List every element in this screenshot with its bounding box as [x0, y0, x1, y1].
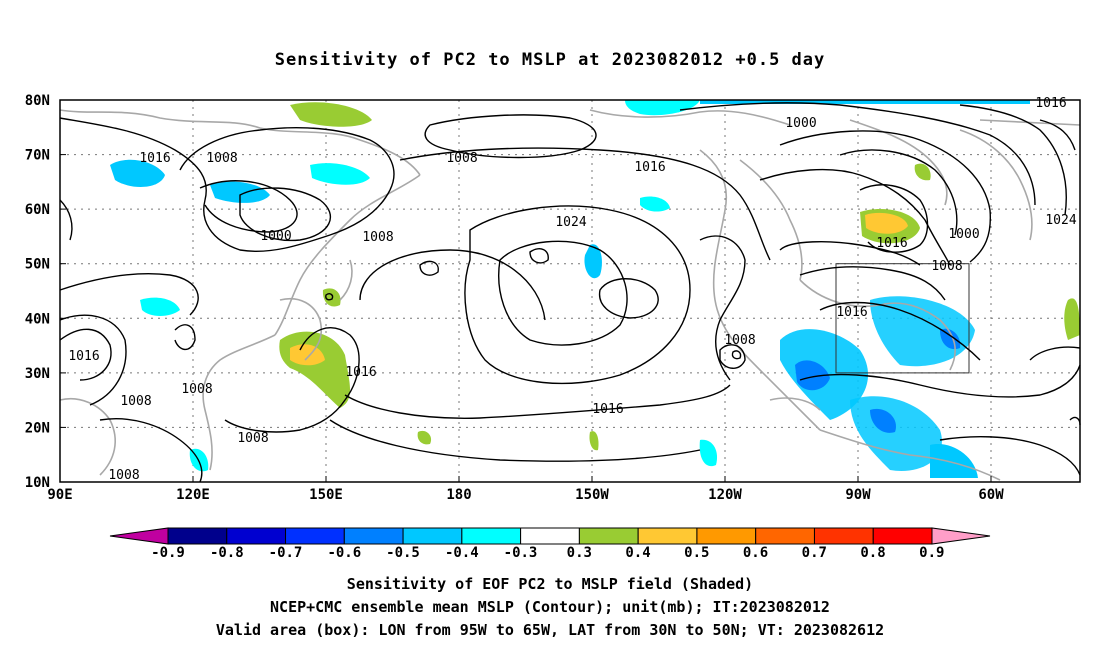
lat-tick-label: 10N	[25, 475, 50, 491]
lat-tick-label: 50N	[25, 257, 50, 273]
contour-label: 1000	[948, 227, 979, 242]
lat-tick-label: 30N	[25, 366, 50, 382]
contour-label: 1008	[446, 151, 477, 166]
colorbar-label: -0.5	[386, 545, 420, 561]
colorbar-cell	[343, 527, 404, 545]
contour-label: 1008	[108, 468, 139, 483]
contour-label: 1008	[724, 333, 755, 348]
colorbar-label: 0.7	[802, 545, 827, 561]
valid-area-box	[835, 263, 970, 374]
contour-label: 1000	[785, 116, 816, 131]
contour-label: 1008	[206, 151, 237, 166]
lon-tick-label: 150E	[309, 487, 343, 503]
lon-axis-labels: 90E 120E 150E 180 150W 120W 90W 60W	[47, 487, 1004, 503]
lat-tick-label: 20N	[25, 420, 50, 436]
colorbar-cell	[520, 527, 580, 545]
footer-line-2: NCEP+CMC ensemble mean MSLP (Contour); u…	[270, 598, 830, 616]
colorbar-labels: -0.9 -0.8 -0.7 -0.6 -0.5 -0.4 -0.3 0.3 0…	[151, 545, 944, 561]
contour-label: 1024	[555, 215, 586, 230]
contour-label: 1008	[237, 431, 268, 446]
lon-tick-label: 90E	[47, 487, 72, 503]
colorbar-cell	[402, 527, 463, 545]
footer-line-3: Valid area (box): LON from 95W to 65W, L…	[215, 621, 885, 639]
contour-label: 1016	[345, 365, 376, 380]
footer-line-1: Sensitivity of EOF PC2 to MSLP field (Sh…	[346, 575, 754, 593]
lat-tick-label: 80N	[25, 93, 50, 109]
colorbar-cells	[167, 527, 933, 545]
sensitivity-shading	[110, 100, 1080, 478]
contour-label: 1016	[876, 236, 907, 251]
colorbar-cell	[755, 527, 815, 545]
lon-tick-label: 120E	[176, 487, 210, 503]
mslp-contours	[59, 102, 1081, 483]
contour-labels: 1016 1008 1008 1016 1000 1008 1024 1000 …	[68, 96, 1076, 483]
lat-tick-label: 40N	[25, 311, 50, 327]
colorbar-cell	[285, 527, 345, 545]
colorbar-label: -0.6	[327, 545, 361, 561]
colorbar-label: -0.8	[210, 545, 244, 561]
colorbar-label: -0.7	[269, 545, 303, 561]
lat-axis-labels: 80N 70N 60N 50N 40N 30N 20N 10N	[25, 93, 50, 491]
colorbar-label: 0.6	[743, 545, 768, 561]
lon-tick-label: 150W	[575, 487, 609, 503]
colorbar-cell	[226, 527, 287, 545]
colorbar-cell	[872, 527, 933, 545]
contour-label: 1016	[836, 305, 867, 320]
colorbar-label: -0.3	[504, 545, 538, 561]
map-panel: 1016 1008 1008 1016 1000 1008 1024 1000 …	[59, 96, 1081, 483]
colorbar: -0.9 -0.8 -0.7 -0.6 -0.5 -0.4 -0.3 0.3 0…	[109, 527, 991, 561]
colorbar-label: 0.8	[860, 545, 885, 561]
lat-tick-label: 60N	[25, 202, 50, 218]
colorbar-cell	[461, 527, 522, 545]
contour-label: 1008	[362, 230, 393, 245]
colorbar-cell	[167, 527, 228, 545]
colorbar-label: 0.9	[919, 545, 944, 561]
lon-tick-label: 120W	[708, 487, 742, 503]
grid-lines	[60, 100, 1080, 482]
colorbar-label: -0.9	[151, 545, 185, 561]
colorbar-right-arrow	[931, 527, 991, 545]
lon-tick-label: 180	[446, 487, 471, 503]
colorbar-cell	[813, 527, 874, 545]
lat-tick-label: 70N	[25, 148, 50, 164]
contour-label: 1024	[1045, 213, 1076, 228]
colorbar-label: 0.3	[567, 545, 592, 561]
contour-label: 1008	[120, 394, 151, 409]
contour-label: 1016	[1035, 96, 1066, 111]
contour-label: 1016	[68, 349, 99, 364]
map-frame	[59, 99, 1081, 483]
contour-label: 1016	[634, 160, 665, 175]
colorbar-cell	[578, 527, 639, 545]
colorbar-cell	[696, 527, 757, 545]
lon-tick-label: 90W	[845, 487, 871, 503]
colorbar-label: 0.4	[625, 545, 650, 561]
colorbar-label: 0.5	[684, 545, 709, 561]
colorbar-label: -0.4	[445, 545, 479, 561]
page-title: Sensitivity of PC2 to MSLP at 2023082012…	[274, 50, 826, 70]
lon-tick-label: 60W	[978, 487, 1004, 503]
tick-marks	[60, 99, 992, 483]
colorbar-left-arrow	[109, 527, 169, 545]
contour-label: 1008	[181, 382, 212, 397]
contour-label: 1000	[260, 229, 291, 244]
contour-label: 1016	[592, 402, 623, 417]
colorbar-cell	[637, 527, 698, 545]
contour-label: 1016	[139, 151, 170, 166]
contour-label: 1008	[931, 259, 962, 274]
